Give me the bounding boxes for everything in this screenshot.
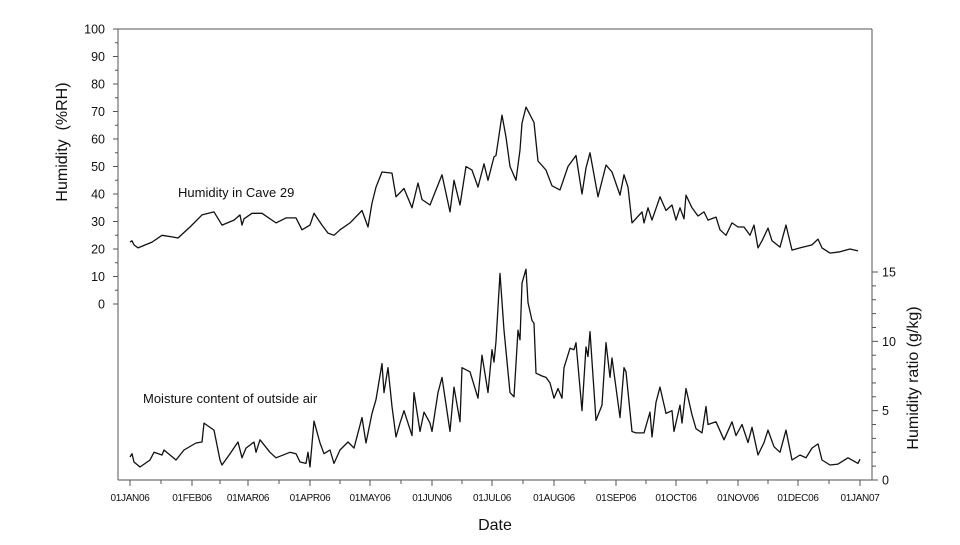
left-tick-label: 100 (84, 23, 105, 37)
left-tick-label: 70 (91, 105, 105, 119)
x-tick-label: 01OCT06 (655, 493, 697, 504)
left-y-axis: 0 10 20 30 40 50 60 70 80 90 100 (84, 23, 118, 312)
left-tick-label: 50 (91, 160, 105, 174)
x-tick-label: 01JUN06 (412, 493, 452, 504)
outside-moisture-line (129, 268, 861, 468)
left-tick-label: 20 (91, 243, 105, 257)
right-y-axis: 0 5 10 15 (872, 266, 896, 488)
x-tick-label: 01JAN06 (110, 493, 150, 504)
right-tick-label: 15 (882, 266, 896, 280)
left-tick-label: 60 (91, 133, 105, 147)
outside-series-annotation: Moisture content of outside air (143, 391, 318, 406)
x-axis-label: Date (478, 517, 512, 534)
x-tick-label: 01NOV06 (717, 493, 760, 504)
plot-frame (117, 28, 873, 481)
left-tick-label: 80 (91, 78, 105, 92)
x-tick-label: 01JUL06 (473, 493, 512, 504)
cave-series-annotation: Humidity in Cave 29 (178, 185, 294, 200)
x-axis: 01JAN06 01FEB06 01MAR06 01APR06 01MAY06 01JUN… (110, 480, 881, 504)
right-axis-label: Humidity ratio (g/kg) (905, 306, 922, 449)
x-tick-label: 01MAR06 (227, 493, 270, 504)
left-tick-label: 90 (91, 50, 105, 64)
x-tick-label: 01JAN07 (840, 493, 880, 504)
series-group (129, 106, 861, 468)
left-tick-label: 10 (91, 270, 105, 284)
x-tick-label: 01DEC06 (777, 493, 819, 504)
cave-humidity-line (129, 106, 859, 254)
left-tick-label: 40 (91, 188, 105, 202)
x-tick-label: 01AUG06 (533, 493, 576, 504)
left-axis-label: Humidity (%RH) (54, 82, 71, 201)
x-tick-label: 01SEP06 (596, 493, 637, 504)
x-tick-label: 01MAY06 (349, 493, 391, 504)
right-tick-label: 0 (882, 474, 889, 488)
left-tick-label: 0 (98, 298, 105, 312)
right-tick-label: 5 (882, 404, 889, 418)
left-tick-label: 30 (91, 215, 105, 229)
x-tick-label: 01APR06 (290, 493, 331, 504)
x-tick-label: 01FEB06 (172, 493, 212, 504)
right-tick-label: 10 (882, 335, 896, 349)
